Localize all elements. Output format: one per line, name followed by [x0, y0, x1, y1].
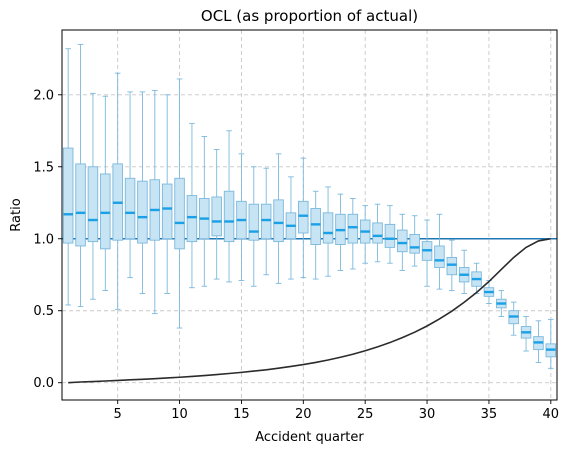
box-body	[87, 166, 99, 243]
box-body	[161, 183, 173, 240]
box-body	[260, 203, 272, 240]
box-40	[545, 318, 557, 369]
box-26	[372, 203, 383, 263]
box-32	[446, 239, 458, 292]
box-27	[384, 205, 396, 264]
box-22	[322, 186, 334, 277]
box-body	[409, 233, 420, 254]
x-tick-label: 20	[295, 407, 312, 422]
box-body	[124, 177, 136, 240]
box-20	[298, 157, 309, 279]
box-body	[186, 195, 198, 243]
box-1	[62, 48, 74, 306]
x-tick-label: 40	[543, 407, 560, 422]
box-body	[273, 199, 284, 243]
box-7	[137, 91, 148, 294]
curve-line	[68, 237, 551, 384]
box-39	[533, 320, 544, 364]
box-29	[409, 215, 420, 267]
y-tick-label: 1.0	[33, 232, 54, 247]
x-tick-label: 10	[171, 407, 188, 422]
box-body	[434, 245, 445, 268]
box-30	[421, 219, 433, 287]
y-axis-ticks: 0.0 0.5 1.0 1.5 2.0	[33, 88, 62, 391]
box-14	[223, 130, 235, 283]
box-body	[446, 257, 458, 276]
box-38	[520, 316, 532, 352]
box-13	[211, 149, 222, 280]
y-tick-label: 0.0	[33, 376, 54, 391]
box-28	[397, 213, 408, 271]
box-body	[223, 190, 235, 243]
box-23	[335, 193, 346, 271]
box-15	[236, 153, 247, 281]
box-body	[211, 196, 222, 237]
plot-frame	[61, 29, 558, 401]
y-tick-label: 1.5	[33, 160, 54, 175]
box-body	[322, 212, 334, 244]
box-body	[62, 147, 74, 244]
box-body	[310, 208, 321, 245]
y-axis-label: Ratio	[9, 198, 24, 231]
chart-title: OCL (as proportion of actual)	[201, 7, 418, 25]
box-body	[397, 229, 408, 253]
x-tick-label: 15	[233, 407, 250, 422]
x-tick-label: 5	[114, 407, 122, 422]
box-4	[100, 95, 111, 292]
box-18	[273, 153, 284, 284]
box-8	[149, 90, 161, 315]
box-body	[372, 222, 383, 244]
x-tick-label: 35	[481, 407, 498, 422]
box-5	[112, 72, 123, 310]
box-21	[310, 190, 321, 280]
box-body	[347, 213, 359, 244]
box-33	[458, 249, 470, 294]
box-body	[100, 173, 111, 250]
curve-series	[68, 237, 551, 384]
box-25	[359, 205, 371, 264]
box-19	[285, 176, 297, 280]
box-body	[384, 223, 396, 248]
box-body	[298, 200, 309, 234]
box-2	[75, 43, 86, 307]
box-series	[62, 43, 557, 369]
x-tick-label: 25	[357, 407, 374, 422]
box-37	[508, 301, 519, 336]
y-tick-label: 0.5	[33, 304, 54, 319]
box-11	[186, 123, 198, 289]
box-3	[87, 92, 99, 300]
box-body	[75, 163, 86, 247]
box-10	[174, 78, 185, 329]
y-tick-label: 2.0	[33, 88, 54, 103]
box-6	[124, 91, 136, 279]
box-body	[248, 203, 260, 241]
box-16	[248, 166, 260, 287]
box-31	[434, 213, 445, 290]
box-36	[496, 290, 507, 317]
x-axis-ticks: 5 10 15 20 25 30 35 40	[114, 400, 560, 422]
box-body	[174, 177, 185, 250]
x-axis-label: Accident quarter	[255, 430, 364, 445]
box-24	[347, 197, 359, 270]
x-tick-label: 30	[419, 407, 436, 422]
box-12	[199, 136, 210, 287]
box-9	[161, 94, 173, 294]
box-body	[137, 180, 148, 244]
box-17	[260, 167, 272, 276]
